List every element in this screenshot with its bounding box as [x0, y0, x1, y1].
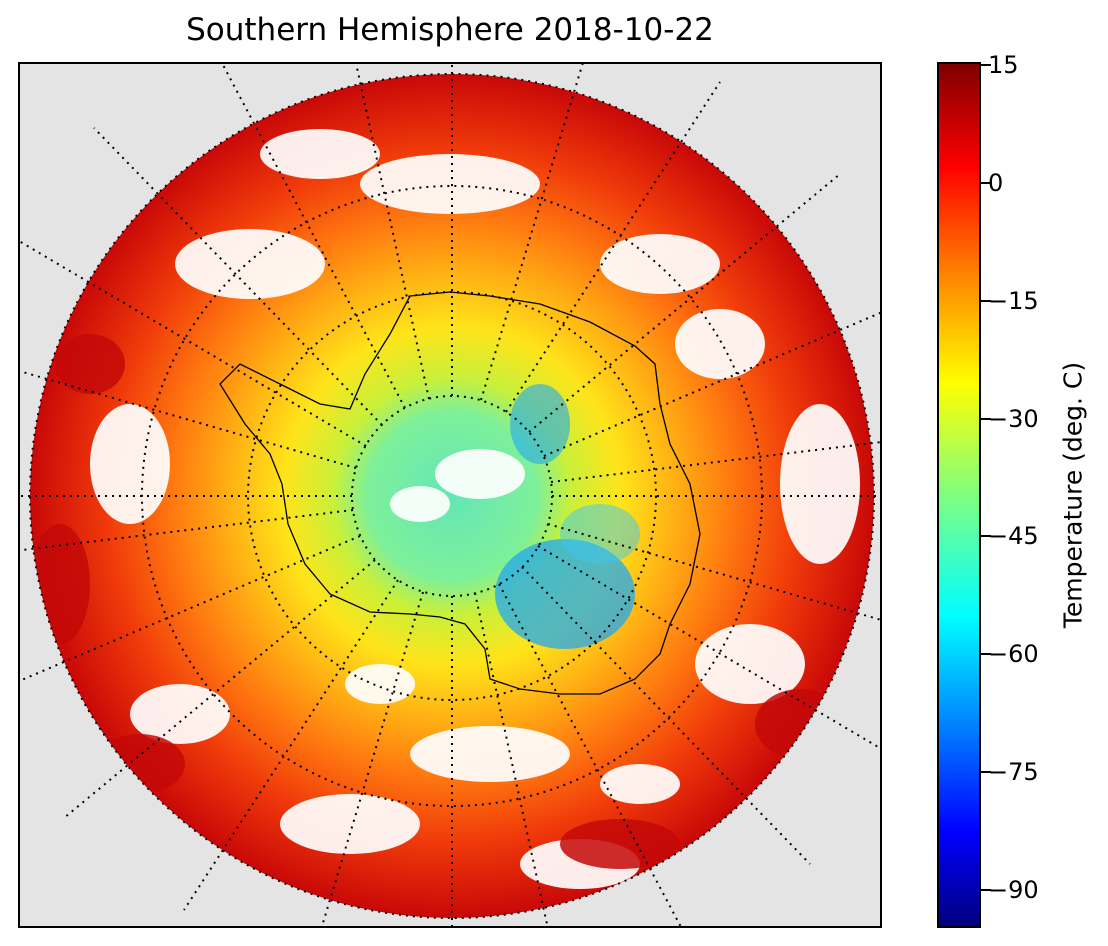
graticule: [20, 64, 880, 926]
missing-data-patches: [90, 129, 860, 889]
polar-map-svg: [20, 64, 880, 926]
colorbar-tick-label: −90: [988, 876, 1039, 904]
colorbar-tick-label: −45: [988, 522, 1039, 550]
colorbar-tick: [981, 771, 991, 773]
colorbar-tick-label: −15: [988, 287, 1039, 315]
map-title: Southern Hemisphere 2018-10-22: [186, 12, 714, 48]
colorbar-tick: [981, 64, 991, 66]
colorbar-tick: [981, 182, 991, 184]
colorbar-tick: [981, 889, 991, 891]
colorbar-tick: [981, 300, 991, 302]
colorbar-tick-label: 15: [988, 51, 1019, 79]
polar-map: [18, 62, 882, 928]
meridians: [20, 64, 880, 926]
antarctica-coastline: [219, 291, 701, 695]
temperature-field: [30, 74, 874, 918]
colorbar-tick-label: 0: [988, 169, 1004, 197]
colorbar-tick: [981, 418, 991, 420]
colorbar-label: Temperature (deg. C): [1058, 361, 1088, 629]
colorbar-tick-label: −60: [988, 640, 1039, 668]
colorbar-tick: [981, 535, 991, 537]
warm-ocean-patches: [30, 334, 845, 869]
colorbar: [937, 62, 981, 928]
colorbar-tick-label: −30: [988, 405, 1039, 433]
colorbar-tick: [981, 653, 991, 655]
colorbar-tick-label: −75: [988, 758, 1039, 786]
